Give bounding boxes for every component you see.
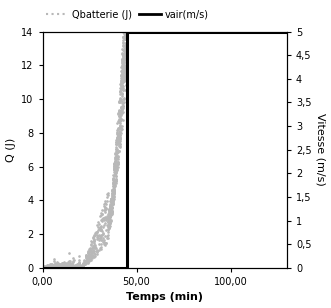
vair(m/s) (285, 30, 289, 33)
Y-axis label: Q (J): Q (J) (6, 138, 16, 162)
X-axis label: Temps (min): Temps (min) (126, 292, 203, 302)
Y-axis label: Vitesse (m/s): Vitesse (m/s) (315, 113, 325, 186)
vair(m/s) (125, 266, 129, 270)
Line: vair(m/s): vair(m/s) (42, 31, 287, 268)
Legend: Qbatterie (J), vair(m/s): Qbatterie (J), vair(m/s) (42, 6, 213, 23)
vair(m/s) (125, 30, 129, 33)
vair(m/s) (40, 266, 44, 270)
